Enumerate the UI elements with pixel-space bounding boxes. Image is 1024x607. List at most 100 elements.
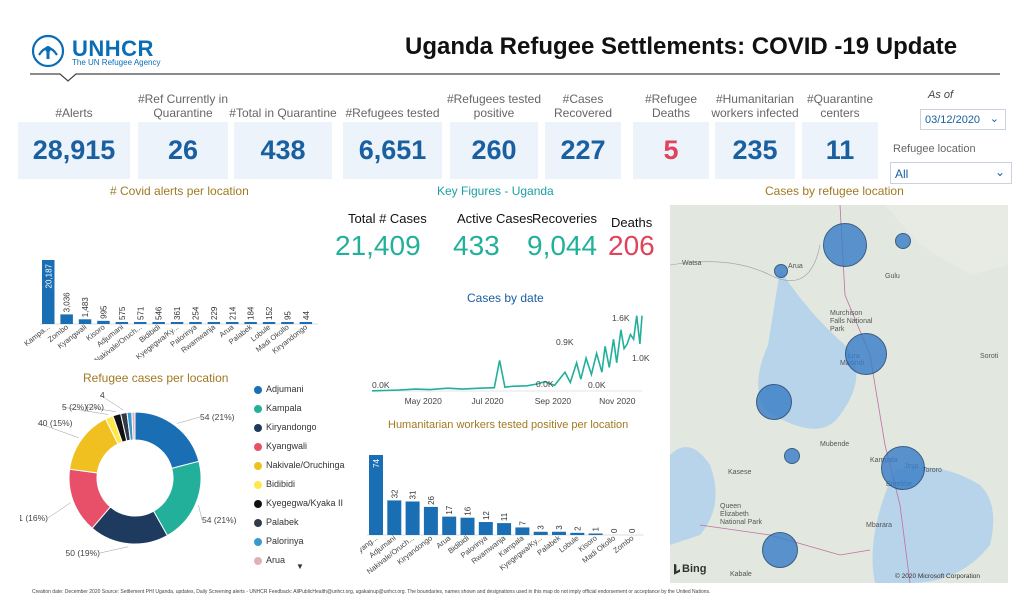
bar-value-label: 74 <box>372 458 381 467</box>
kpi-value: 28,915 <box>18 122 130 179</box>
bar-value-label: 95 <box>283 311 292 320</box>
pie-slice[interactable] <box>134 411 200 469</box>
bar[interactable] <box>423 506 438 535</box>
map-bubble[interactable] <box>784 448 800 464</box>
bar-value-label: 575 <box>118 306 127 320</box>
bar-value-label: 3 <box>537 525 546 530</box>
chevron-down-icon: ⌄ <box>989 113 999 125</box>
bar[interactable] <box>115 322 129 324</box>
map-bubble[interactable] <box>774 264 788 278</box>
map-bubble[interactable] <box>756 384 792 420</box>
kpi-label: #Cases Recovered <box>553 92 613 120</box>
map-place-label: Mbarara <box>866 522 893 529</box>
legend-scroll-down-icon[interactable]: ▼ <box>296 562 304 571</box>
kpi-value: 6,651 <box>343 122 442 179</box>
legend-item[interactable]: Arua <box>254 555 354 574</box>
bar-value-label: 17 <box>445 505 454 514</box>
bar[interactable] <box>552 531 566 535</box>
key-figure-value: 9,044 <box>527 230 598 261</box>
alerts-bar-chart: 20,187Kampa...3,036Zombo1,483Kyangwali99… <box>22 260 318 360</box>
legend-item[interactable]: Adjumani <box>254 384 354 403</box>
pie-slice[interactable] <box>131 411 136 441</box>
map-place-label: Kasese <box>728 469 752 476</box>
pie-leader-line <box>198 504 203 521</box>
kpi-value: 11 <box>802 122 878 179</box>
bar[interactable] <box>152 322 165 324</box>
line-series[interactable] <box>371 315 643 392</box>
date-select[interactable]: 03/12/2020 ⌄ <box>920 109 1006 130</box>
kpi-value: 438 <box>234 122 332 179</box>
kpi-label: #Alerts <box>55 106 93 120</box>
legend-dot-icon <box>254 518 262 527</box>
bar[interactable] <box>281 322 294 324</box>
location-select[interactable]: All ⌄ <box>890 162 1012 184</box>
map-place-label: Kabale <box>730 571 752 578</box>
kpi-label: #Humanitarian workers infected <box>711 92 799 120</box>
bar[interactable] <box>588 533 603 536</box>
legend-item[interactable]: Bidibidi <box>254 479 354 498</box>
bar[interactable] <box>369 455 383 535</box>
map-bubble[interactable] <box>823 223 867 267</box>
pie-leader-line <box>85 406 116 412</box>
bar[interactable] <box>244 322 257 324</box>
pie-leader-line <box>99 546 129 554</box>
bar[interactable] <box>460 517 475 535</box>
map-bubble[interactable] <box>845 333 887 375</box>
bar[interactable] <box>299 322 313 324</box>
legend-item[interactable]: Palabek <box>254 517 354 536</box>
data-label: 0.0K <box>536 379 554 389</box>
bar[interactable] <box>207 322 221 324</box>
bing-logo-text: Bing <box>682 563 707 575</box>
legend-item[interactable]: Kiryandongo <box>254 422 354 441</box>
bar-value-label: 16 <box>464 506 473 515</box>
legend-dot-icon <box>254 404 262 413</box>
pie-leader-line <box>99 394 124 411</box>
bar[interactable] <box>262 322 276 324</box>
map-bubble[interactable] <box>881 446 925 490</box>
map-place-label: Murchison Falls National Park <box>830 310 873 333</box>
bar[interactable] <box>170 322 184 324</box>
legend-item[interactable]: Palorinya <box>254 536 354 555</box>
bar-value-label: 229 <box>210 306 219 320</box>
legend-item[interactable]: Kyangwali <box>254 441 354 460</box>
bar[interactable] <box>387 500 402 535</box>
legend-item[interactable]: Nakivale/Oruchinga <box>254 460 354 479</box>
bar[interactable] <box>442 516 457 535</box>
legend-dot-icon <box>254 480 262 489</box>
bar[interactable] <box>405 501 420 535</box>
bar[interactable] <box>570 532 585 535</box>
bar[interactable] <box>189 322 202 324</box>
bar-value-label: 0 <box>628 528 637 533</box>
bar-value-label: 1,483 <box>81 297 90 318</box>
key-figure-label: Recoveries <box>532 211 598 226</box>
location-label: Refugee location <box>893 143 976 155</box>
legend-item[interactable]: Kampala <box>254 403 354 422</box>
bar-value-label: 0 <box>610 528 619 533</box>
cases-map[interactable]: Watsa Arua Gulu Murchison Falls National Pa… <box>670 205 1008 583</box>
bar-value-label: 12 <box>482 511 491 520</box>
bar[interactable] <box>478 522 493 535</box>
pie-slice-label: 54 (21%) <box>200 412 235 422</box>
bar[interactable] <box>78 319 92 324</box>
legend-item[interactable]: Kyegegwa/Kyaka II <box>254 498 354 517</box>
bar[interactable] <box>42 260 55 324</box>
map-bubble[interactable] <box>895 233 911 249</box>
map-canvas <box>670 205 1008 583</box>
bar[interactable] <box>226 322 239 324</box>
bar-value-label: 44 <box>302 311 311 320</box>
map-place-label: Tororo <box>922 467 942 474</box>
bar-value-label: 7 <box>518 520 527 525</box>
bar[interactable] <box>97 320 110 324</box>
kpi-label: #Refugee Deaths <box>644 92 698 120</box>
bar[interactable] <box>134 322 147 324</box>
bing-logo-icon <box>674 563 680 575</box>
bar[interactable] <box>533 531 548 535</box>
bar[interactable] <box>60 314 73 324</box>
bar[interactable] <box>515 527 530 535</box>
legend-label: Bidibidi <box>266 479 296 489</box>
map-bubble[interactable] <box>762 532 798 568</box>
pie-leader-line <box>37 422 79 439</box>
kpi-label: #Refugees tested <box>345 106 440 120</box>
bar-value-label: 26 <box>427 495 436 504</box>
bar[interactable] <box>497 523 512 535</box>
